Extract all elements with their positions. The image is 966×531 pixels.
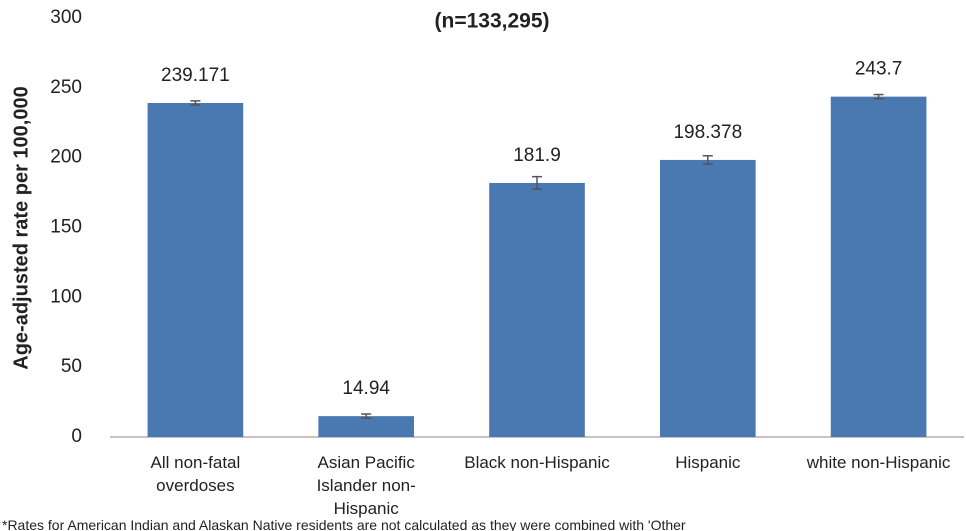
y-tick-label: 150 [50, 217, 82, 238]
y-axis-label: Age-adjusted rate per 100,000 [10, 86, 32, 369]
x-tick-label: Asian Pacific Islander non-Hispanic [316, 453, 416, 518]
y-tick-label: 0 [71, 426, 82, 447]
data-label: 181.9 [513, 145, 561, 166]
footnote: *Rates for American Indian and Alaskan N… [2, 517, 686, 531]
y-tick-label: 250 [50, 77, 82, 98]
bar [830, 96, 927, 438]
x-tick-label: All non-fatal overdoses [150, 453, 241, 495]
x-tick-label: Black non-Hispanic [464, 453, 610, 472]
data-label: 14.94 [342, 378, 390, 399]
x-tick-label: white non-Hispanic [806, 453, 951, 472]
bar [147, 102, 244, 438]
data-label: 198.378 [673, 122, 742, 143]
y-tick-label: 100 [50, 286, 82, 307]
y-tick-label: 200 [50, 147, 82, 168]
data-label: 243.7 [855, 59, 903, 80]
data-label: 239.171 [161, 65, 230, 86]
bar [318, 416, 415, 437]
x-tick-label: Hispanic [675, 453, 741, 472]
bar [659, 159, 756, 437]
y-tick-label: 50 [61, 356, 82, 377]
error-bar [702, 154, 713, 165]
error-bar [190, 100, 201, 106]
y-tick-label: 300 [50, 7, 82, 28]
bar [489, 182, 585, 437]
error-bar [361, 413, 372, 419]
error-bar [873, 93, 884, 100]
error-bar [532, 175, 542, 190]
chart-title: (n=133,295) [435, 10, 550, 33]
